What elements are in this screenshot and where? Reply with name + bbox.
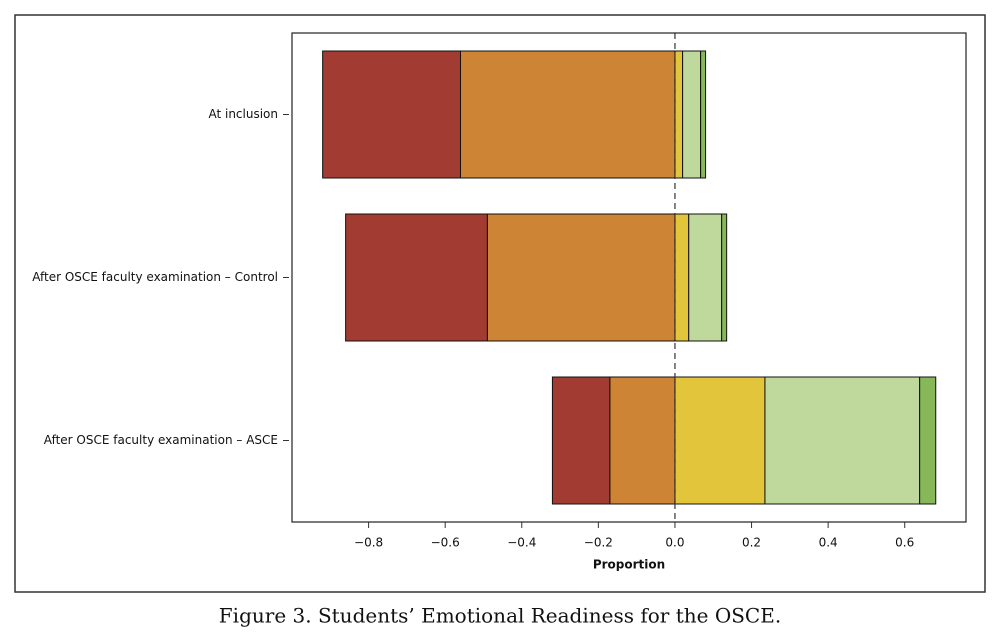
x-tick-label: 0.4 (819, 536, 838, 550)
bar-segment (674, 213, 690, 342)
frame (14, 14, 986, 593)
bar-segment (688, 213, 723, 342)
bar-segment (721, 213, 728, 342)
x-tick-label: −0.2 (584, 536, 613, 550)
x-axis-label: Proportion (593, 558, 665, 572)
x-tick-label: 0.6 (895, 536, 914, 550)
bar-segment (919, 376, 937, 505)
caption: Figure 3. Students’ Emotional Readiness … (219, 604, 781, 628)
bar-segment (674, 376, 766, 505)
plot-area (291, 32, 967, 523)
y-tick-label: After OSCE faculty examination – Control (32, 270, 278, 284)
bar-segment (486, 213, 676, 342)
bar-segment (322, 50, 461, 179)
bar-segment (345, 213, 488, 342)
bar-segment (682, 50, 702, 179)
bar-segment (764, 376, 921, 505)
y-tick-label: At inclusion (208, 107, 278, 121)
bar-segment (460, 50, 676, 179)
bar-segment (700, 50, 707, 179)
bar-segment (609, 376, 676, 505)
x-tick-label: 0.0 (665, 536, 684, 550)
bar-segment (551, 376, 611, 505)
x-tick-label: −0.6 (431, 536, 460, 550)
bar-segment (674, 50, 684, 179)
x-tick-label: −0.8 (354, 536, 383, 550)
y-tick-label: After OSCE faculty examination – ASCE (44, 433, 278, 447)
x-tick-label: −0.4 (507, 536, 536, 550)
x-tick-label: 0.2 (742, 536, 761, 550)
